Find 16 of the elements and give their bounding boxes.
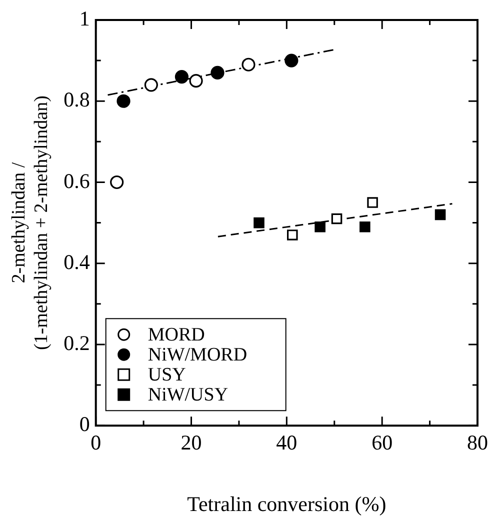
x-tick-label: 20 xyxy=(180,430,202,455)
legend-label: NiW/MORD xyxy=(148,344,248,366)
x-tick-label: 40 xyxy=(276,430,298,455)
y-axis-title: 2-methylindan / (1-methylindan + 2-methylindan) xyxy=(8,96,52,350)
y-tick-label: 0.8 xyxy=(64,88,90,112)
y-tick-label: 1 xyxy=(79,6,90,31)
legend-label: MORD xyxy=(148,324,205,346)
legend-label: USY xyxy=(148,364,186,386)
y-tick-label: 0 xyxy=(79,412,90,436)
y-tick-label: 0.2 xyxy=(64,330,90,355)
legend-label: NiW/USY xyxy=(148,384,228,406)
x-tick-label: 80 xyxy=(467,430,488,455)
y-tick-label: 0.6 xyxy=(64,168,90,193)
x-tick-label: 60 xyxy=(372,430,393,455)
y-tick-label: 0.4 xyxy=(64,250,90,274)
x-axis-title: Tetralin conversion (%) xyxy=(187,492,386,516)
